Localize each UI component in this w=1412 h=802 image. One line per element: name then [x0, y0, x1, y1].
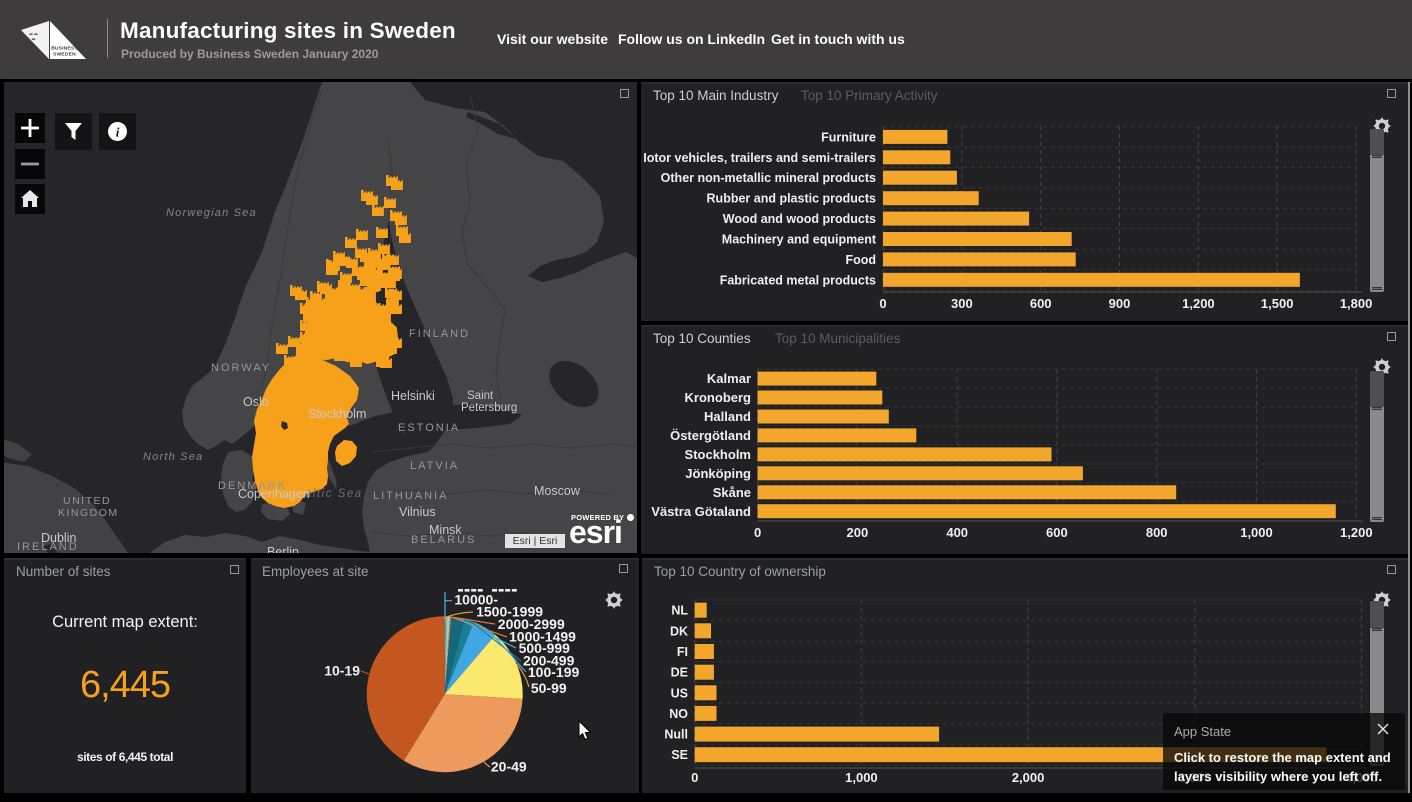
svg-text:Västra Götaland: Västra Götaland — [651, 504, 751, 519]
svg-text:Other non-metallic mineral pro: Other non-metallic mineral products — [661, 171, 876, 185]
svg-text:i: i — [116, 125, 120, 140]
svg-text:500-999: 500-999 — [519, 640, 571, 656]
svg-text:Skåne: Skåne — [713, 485, 751, 500]
svg-text:300: 300 — [951, 296, 973, 311]
svg-text:Furniture: Furniture — [821, 130, 876, 144]
svg-text:Kalmar: Kalmar — [707, 371, 751, 386]
svg-text:Null: Null — [664, 728, 688, 742]
svg-text:Halland: Halland — [704, 409, 751, 424]
svg-text:Stockholm: Stockholm — [685, 447, 751, 462]
svg-text:1000-1499: 1000-1499 — [509, 629, 576, 645]
svg-text:Wood and wood products: Wood and wood products — [723, 212, 876, 226]
svg-text:1,200: 1,200 — [1182, 296, 1215, 311]
svg-text:200: 200 — [847, 525, 869, 540]
svg-text:100-199: 100-199 — [528, 664, 580, 680]
svg-text:0: 0 — [754, 525, 761, 540]
svg-text:10000-: 10000- — [454, 592, 498, 608]
svg-text:Östergötland: Östergötland — [670, 428, 751, 443]
svg-text:Kronoberg: Kronoberg — [685, 390, 752, 405]
svg-text:50-99: 50-99 — [531, 680, 567, 696]
svg-text:900: 900 — [1109, 296, 1131, 311]
svg-text:20-49: 20-49 — [491, 759, 527, 775]
svg-text:1,500: 1,500 — [1261, 296, 1294, 311]
svg-text:0: 0 — [879, 296, 886, 311]
svg-text:800: 800 — [1146, 525, 1168, 540]
svg-text:Machinery and equipment: Machinery and equipment — [722, 233, 877, 247]
svg-text:SE: SE — [671, 748, 688, 762]
svg-text:Fabricated metal products: Fabricated metal products — [720, 273, 876, 287]
svg-text:Jönköping: Jönköping — [685, 466, 751, 481]
svg-text:BUSINESS: BUSINESS — [51, 46, 78, 52]
svg-text:400: 400 — [946, 525, 968, 540]
svg-text:US: US — [671, 686, 688, 700]
svg-text:0: 0 — [691, 770, 698, 785]
svg-text:1,200: 1,200 — [1340, 525, 1373, 540]
svg-text:NL: NL — [671, 604, 688, 618]
svg-text:10-19: 10-19 — [324, 663, 360, 679]
svg-text:FI: FI — [677, 645, 688, 659]
svg-text:DE: DE — [671, 666, 688, 680]
svg-text:Rubber and plastic products: Rubber and plastic products — [707, 192, 877, 206]
svg-text:1500-1999: 1500-1999 — [476, 604, 543, 620]
svg-text:DK: DK — [670, 624, 688, 638]
svg-text:600: 600 — [1046, 525, 1068, 540]
svg-text:2,000: 2,000 — [1012, 770, 1045, 785]
svg-text:1,800: 1,800 — [1340, 296, 1373, 311]
svg-text:200-499: 200-499 — [523, 653, 575, 669]
svg-text:Food: Food — [845, 253, 876, 267]
svg-text:Iotor vehicles, trailers and s: Iotor vehicles, trailers and semi-traile… — [643, 151, 876, 165]
svg-text:600: 600 — [1030, 296, 1052, 311]
svg-text:NO: NO — [669, 707, 688, 721]
svg-text:1,000: 1,000 — [845, 770, 878, 785]
svg-text:2000-2999: 2000-2999 — [498, 616, 565, 632]
svg-text:SWEDEN: SWEDEN — [53, 52, 76, 58]
svg-text:1,000: 1,000 — [1240, 525, 1273, 540]
